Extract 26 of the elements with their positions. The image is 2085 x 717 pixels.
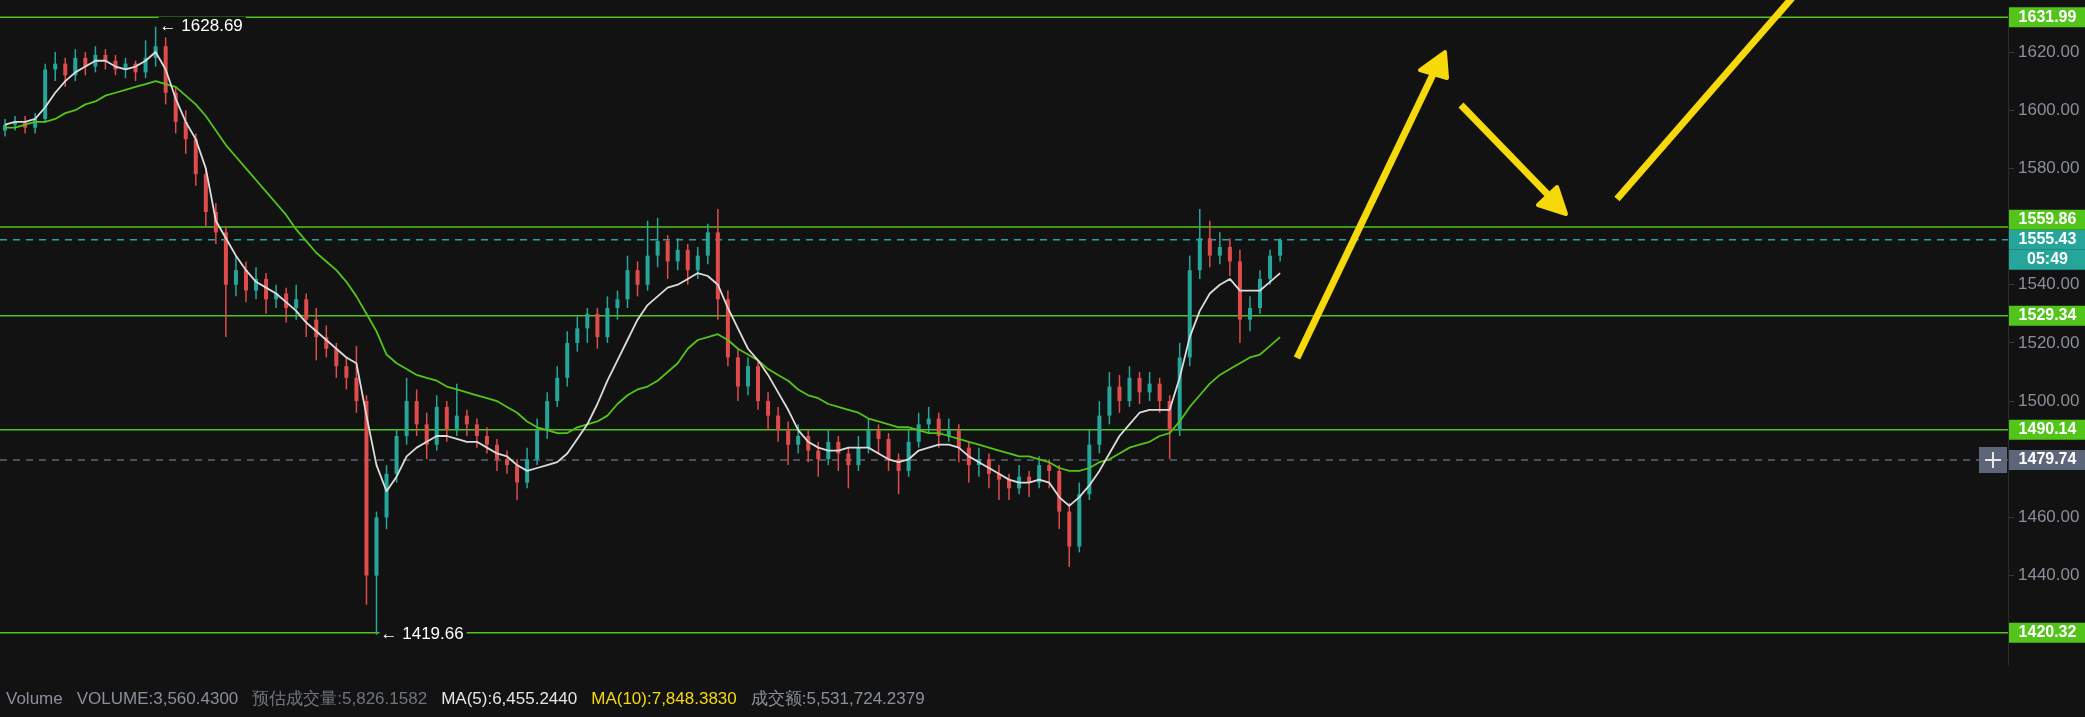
ref-line-label: 1420.32 bbox=[2018, 623, 2077, 641]
y-tick-label: 1460.00 bbox=[2018, 507, 2080, 527]
annotation: ← 1628.69 bbox=[159, 16, 243, 36]
y-tick-label: 1580.00 bbox=[2018, 158, 2080, 178]
text: 成交额:5,531,724.2379 bbox=[750, 689, 925, 708]
y-tick-label: 1600.00 bbox=[2018, 99, 2080, 119]
ref-line-label: 1559.86 bbox=[2018, 210, 2077, 228]
annotation: ← 1419.66 bbox=[380, 624, 464, 644]
y-tick-label: 1620.00 bbox=[2018, 41, 2080, 61]
ref-line-label: 1555.43 bbox=[2018, 230, 2077, 248]
text: VOLUME:3,560.4300 bbox=[76, 689, 239, 708]
candlestick bbox=[454, 383, 459, 436]
text: 05:49 bbox=[2027, 250, 2069, 268]
y-tick-label: 1540.00 bbox=[2018, 274, 2080, 294]
y-tick-label: 1440.00 bbox=[2018, 565, 2080, 585]
text: Volume bbox=[6, 689, 63, 708]
ref-line-label: 1490.14 bbox=[2018, 420, 2077, 438]
y-tick-label: 1520.00 bbox=[2018, 332, 2080, 352]
y-tick-label: 1500.00 bbox=[2018, 390, 2080, 410]
text: MA(5):6,455.2440 bbox=[441, 689, 578, 708]
text: 预估成交量:5,826.1582 bbox=[252, 689, 428, 708]
text: MA(10):7,848.3830 bbox=[591, 689, 737, 708]
candlestick bbox=[464, 409, 469, 436]
ref-line-label: 1529.34 bbox=[2018, 306, 2077, 324]
ref-line-label: 1479.74 bbox=[2018, 450, 2077, 468]
ref-line-label: 1631.99 bbox=[2018, 7, 2077, 25]
